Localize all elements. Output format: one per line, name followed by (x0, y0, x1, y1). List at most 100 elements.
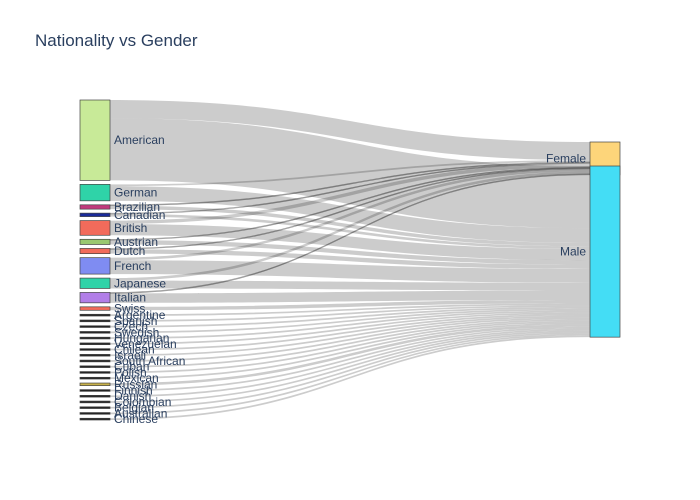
link-venezuelan-to-male[interactable] (110, 312, 590, 345)
node-label-male: Male (560, 245, 586, 259)
node-hungarian[interactable] (79, 336, 111, 340)
node-label-cuban: Cuban (114, 360, 149, 374)
node-chinese[interactable] (79, 417, 111, 421)
chart-title: Nationality vs Gender (35, 31, 198, 50)
node-label-russian: Russian (114, 377, 157, 391)
link-canadian-to-male[interactable] (110, 214, 590, 249)
link-finnish-to-male[interactable] (110, 326, 590, 392)
node-belgian[interactable] (79, 406, 111, 409)
node-label-australian: Australian (114, 406, 167, 420)
labels-group: AmericanGermanBrazilianCanadianBritishAu… (114, 133, 586, 426)
nodes-group (79, 99, 621, 421)
link-czech-to-male[interactable] (110, 306, 590, 328)
node-cuban[interactable] (79, 365, 111, 368)
link-italian-to-male[interactable] (110, 290, 590, 303)
link-german-to-male[interactable] (110, 186, 590, 243)
link-french-to-male[interactable] (110, 260, 590, 283)
node-label-mexican: Mexican (114, 371, 159, 385)
link-south-african-to-male[interactable] (110, 317, 590, 362)
node-mexican[interactable] (79, 376, 111, 380)
node-canadian[interactable] (79, 212, 111, 217)
node-label-female: Female (546, 151, 586, 165)
node-label-finnish: Finnish (114, 383, 153, 397)
node-japanese[interactable] (79, 277, 111, 289)
node-swiss[interactable] (79, 306, 111, 311)
link-polish-to-male[interactable] (110, 320, 590, 374)
node-label-austrian: Austrian (114, 235, 158, 249)
node-colombian[interactable] (79, 400, 111, 404)
link-colombian-to-male[interactable] (110, 330, 590, 403)
node-label-french: French (114, 259, 151, 273)
link-dutch-to-male[interactable] (110, 249, 590, 269)
node-male[interactable] (589, 165, 621, 338)
link-hungarian-to-male[interactable] (110, 310, 590, 339)
node-british[interactable] (79, 220, 111, 236)
node-australian[interactable] (79, 412, 111, 415)
link-chinese-to-male[interactable] (110, 335, 590, 420)
links-group (109, 100, 591, 420)
node-austrian[interactable] (79, 238, 111, 245)
link-american-to-female[interactable] (110, 100, 590, 161)
node-label-german: German (114, 186, 157, 200)
node-spanish[interactable] (79, 319, 111, 323)
node-argentine[interactable] (79, 313, 111, 317)
node-finnish[interactable] (79, 389, 111, 392)
node-russian[interactable] (79, 382, 111, 386)
node-label-israeli: Israeli (114, 348, 146, 362)
link-swedish-to-male[interactable] (110, 308, 590, 334)
link-belgian-to-male[interactable] (110, 331, 590, 409)
link-israeli-to-male[interactable] (110, 315, 590, 357)
link-spanish-to-male[interactable] (110, 305, 590, 322)
node-south-african[interactable] (79, 359, 111, 363)
node-french[interactable] (79, 257, 111, 275)
link-american-to-male[interactable] (110, 118, 590, 229)
node-label-chilean: Chilean (114, 343, 155, 357)
node-american[interactable] (79, 99, 111, 181)
link-argentine-to-male[interactable] (110, 303, 590, 317)
node-israeli[interactable] (79, 354, 111, 357)
link-austrian-to-male[interactable] (110, 240, 590, 265)
node-label-swedish: Swedish (114, 325, 159, 339)
node-danish[interactable] (79, 395, 111, 398)
link-british-to-female[interactable] (110, 163, 590, 225)
link-australian-to-male[interactable] (110, 333, 590, 415)
node-polish[interactable] (79, 371, 111, 374)
node-label-swiss: Swiss (114, 302, 145, 316)
node-czech[interactable] (79, 325, 111, 328)
node-label-spanish: Spanish (114, 314, 157, 328)
link-danish-to-male[interactable] (110, 328, 590, 398)
node-label-colombian: Colombian (114, 395, 171, 409)
node-label-italian: Italian (114, 291, 146, 305)
node-venezuelan[interactable] (79, 342, 111, 346)
link-chilean-to-male[interactable] (110, 313, 590, 351)
node-label-south-african: South African (114, 354, 185, 368)
node-label-polish: Polish (114, 365, 147, 379)
node-swedish[interactable] (79, 331, 111, 334)
link-swiss-to-male[interactable] (110, 299, 590, 311)
link-brazilian-to-male[interactable] (110, 205, 590, 247)
link-german-to-female[interactable] (110, 160, 590, 187)
node-chilean[interactable] (79, 348, 111, 351)
node-label-venezuelan: Venezuelan (114, 337, 177, 351)
node-label-chinese: Chinese (114, 412, 158, 426)
link-russian-to-male[interactable] (110, 324, 590, 386)
node-label-american: American (114, 133, 165, 147)
node-label-czech: Czech (114, 320, 148, 334)
node-label-japanese: Japanese (114, 276, 166, 290)
link-french-to-female[interactable] (110, 168, 590, 261)
link-japanese-to-female[interactable] (110, 171, 590, 281)
node-italian[interactable] (79, 292, 111, 304)
link-japanese-to-male[interactable] (110, 280, 590, 291)
node-label-british: British (114, 221, 147, 235)
node-dutch[interactable] (79, 248, 111, 255)
node-label-brazilian: Brazilian (114, 200, 160, 214)
link-mexican-to-male[interactable] (110, 322, 590, 380)
node-label-hungarian: Hungarian (114, 331, 169, 345)
node-label-danish: Danish (114, 389, 151, 403)
node-brazilian[interactable] (79, 204, 111, 210)
link-british-to-male[interactable] (110, 224, 590, 261)
node-german[interactable] (79, 184, 111, 202)
link-cuban-to-male[interactable] (110, 319, 590, 368)
